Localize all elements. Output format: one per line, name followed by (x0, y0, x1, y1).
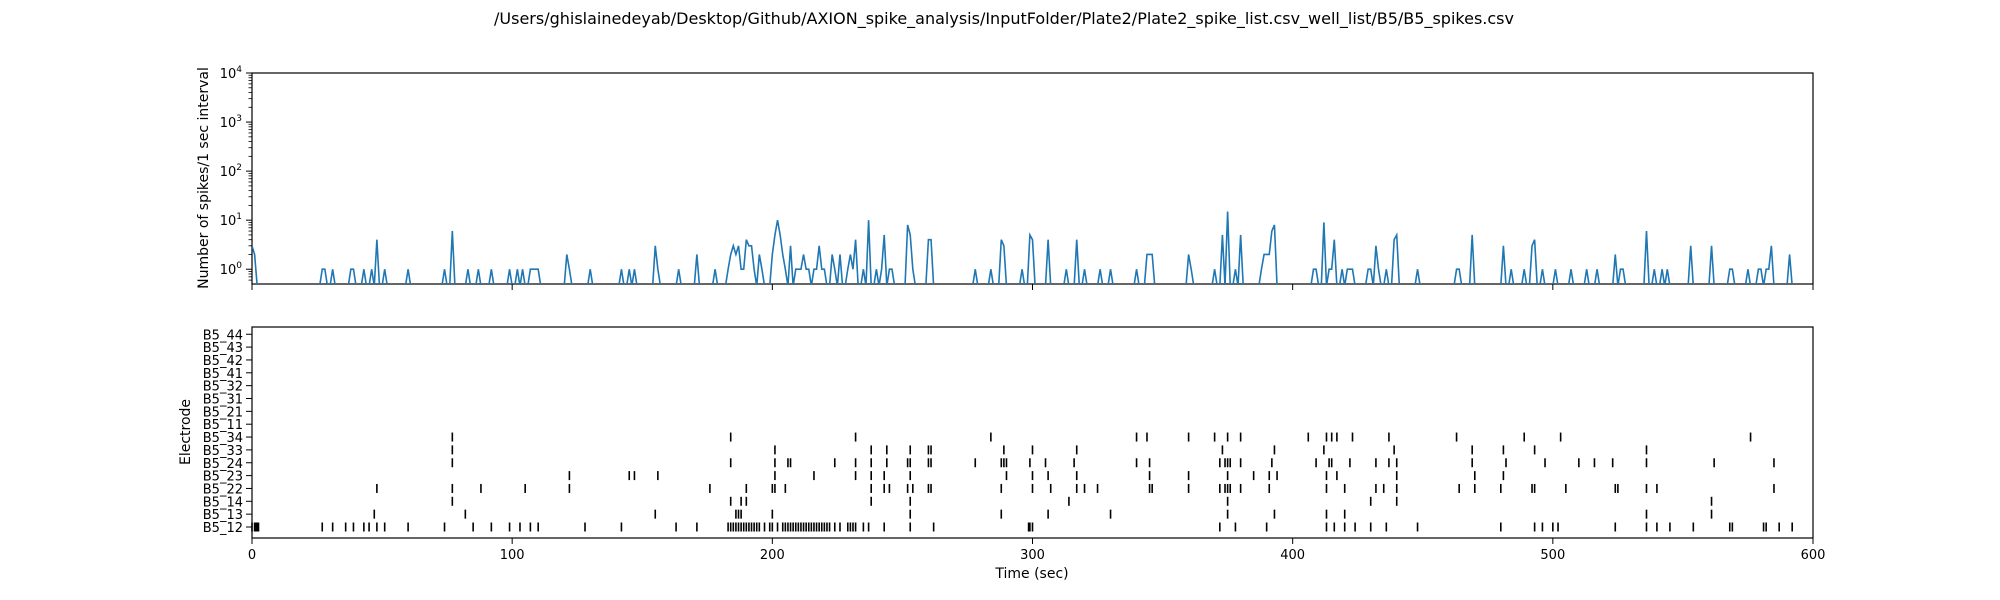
chart-title: /Users/ghislainedeyab/Desktop/Github/AXI… (494, 9, 1514, 29)
count-y-tick-label: 100 (220, 261, 243, 278)
electrode-tick-label: B5_14 (203, 495, 243, 510)
electrode-tick-label: B5_42 (203, 354, 243, 369)
electrode-tick-label: B5_31 (203, 393, 243, 408)
electrode-tick-label: B5_21 (203, 405, 243, 420)
count-y-tick-label: 101 (220, 212, 242, 229)
count-y-tick-label: 103 (220, 114, 242, 131)
electrode-tick-label: B5_12 (203, 521, 243, 536)
count-y-tick-label: 102 (220, 163, 242, 180)
raster-plot-frame (251, 326, 1814, 539)
spike-count-line (252, 211, 1793, 284)
electrode-tick-label: B5_22 (203, 482, 243, 497)
raster-x-axis-label: Time (sec) (994, 566, 1068, 582)
count-y-tick-label: 104 (220, 65, 243, 82)
electrode-tick-label: B5_23 (203, 470, 243, 485)
electrode-tick-label: B5_13 (203, 508, 243, 523)
raster-y-axis-label: Electrode (178, 399, 194, 465)
spike-raster-marks (251, 432, 1793, 532)
count-y-ticks: 100 101 102 103 104 (220, 65, 252, 281)
raster-panel: B5_12B5_13B5_14B5_22B5_23B5_24B5_33B5_34… (178, 326, 1826, 582)
electrode-tick-label: B5_33 (203, 444, 243, 459)
count-x-ticks (251, 284, 1814, 290)
electrode-tick-label: B5_43 (203, 341, 243, 356)
time-x-tick-label: 0 (248, 548, 256, 563)
time-x-tick-label: 600 (1801, 548, 1826, 563)
time-x-tick-label: 300 (1020, 548, 1045, 563)
electrode-y-ticks: B5_12B5_13B5_14B5_22B5_23B5_24B5_33B5_34… (203, 328, 252, 536)
count-y-axis-label: Number of spikes/1 sec interval (196, 67, 212, 289)
spike-count-panel: 100 101 102 103 104 Number of spikes/1 sec i… (196, 65, 1814, 290)
electrode-tick-label: B5_32 (203, 380, 243, 395)
time-x-tick-label: 400 (1280, 548, 1305, 563)
electrode-tick-label: B5_11 (203, 418, 243, 433)
time-x-ticks: 0 100 200 300 400 500 600 (248, 538, 1826, 563)
time-x-tick-label: 500 (1540, 548, 1565, 563)
time-x-tick-label: 200 (760, 548, 785, 563)
electrode-tick-label: B5_24 (203, 457, 243, 472)
time-x-tick-label: 100 (500, 548, 525, 563)
electrode-tick-label: B5_44 (203, 328, 243, 343)
electrode-tick-label: B5_34 (203, 431, 243, 446)
electrode-tick-label: B5_41 (203, 367, 243, 382)
